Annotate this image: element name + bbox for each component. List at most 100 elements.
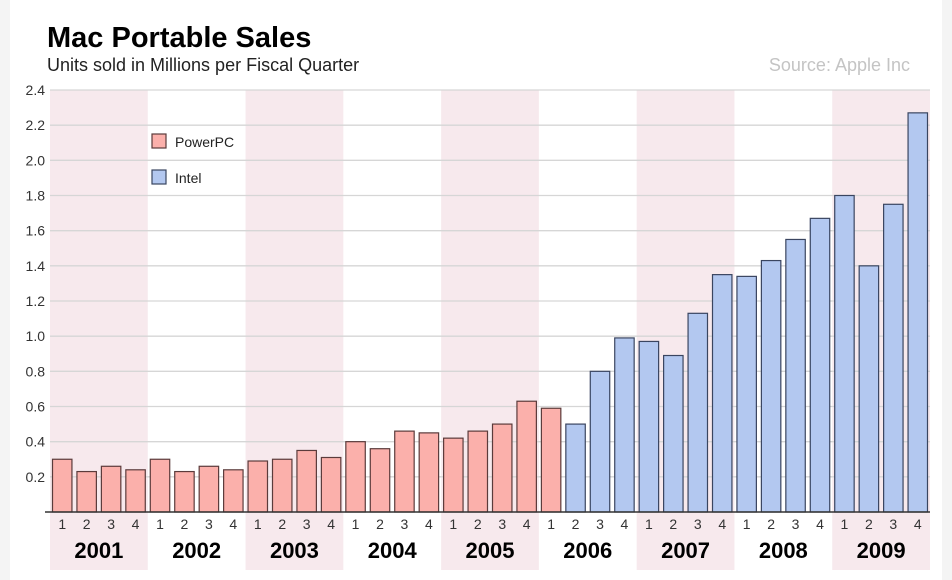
bar-2009-q2	[858, 265, 880, 513]
y-tick-label: 2.4	[26, 82, 46, 98]
year-label-2001: 2001	[74, 538, 123, 563]
bar-2005-q3	[491, 423, 513, 513]
y-axis-ticks: 0.2 0.4 0.6 0.8 1.0 1.2 1.4 1.6 1.8 2.0 2.2 2.4	[26, 82, 46, 485]
quarter-tick-label: 2	[181, 516, 189, 532]
bar-2002-q4	[223, 469, 244, 513]
legend-item-intel: Intel	[151, 169, 201, 186]
bar-2003-q1	[247, 460, 269, 513]
quarter-tick-label: 2	[474, 516, 482, 532]
quarter-tick-label: 2	[865, 516, 873, 532]
chart-title: Mac Portable Sales	[47, 22, 311, 54]
gridlines	[50, 89, 930, 478]
chart-source: Source: Apple Inc	[769, 55, 910, 75]
y-tick-label: 2.0	[26, 152, 46, 168]
quarter-tick-label: 1	[156, 516, 164, 532]
quarter-tick-label: 4	[523, 516, 531, 532]
year-label-2004: 2004	[368, 538, 418, 563]
bar-2006-q3	[589, 370, 611, 513]
quarter-tick-label: 3	[596, 516, 604, 532]
quarter-tick-label: 3	[303, 516, 311, 532]
y-tick-label: 1.6	[26, 223, 46, 239]
legend-label-powerpc: PowerPC	[175, 134, 234, 150]
bar-2007-q2	[663, 354, 684, 513]
quarter-tick-label: 3	[889, 516, 897, 532]
year-label-2009: 2009	[857, 538, 906, 563]
bar-2004-q3	[394, 430, 415, 513]
bar-2007-q1	[638, 340, 660, 513]
quarter-tick-label: 3	[205, 516, 213, 532]
quarter-tick-label: 1	[547, 516, 555, 532]
quarter-tick-label: 2	[767, 516, 775, 532]
year-label-2002: 2002	[172, 538, 221, 563]
quarter-tick-label: 1	[743, 516, 751, 532]
y-tick-label: 0.6	[26, 399, 46, 415]
quarter-tick-label: 2	[278, 516, 286, 532]
quarter-tick-label: 1	[449, 516, 457, 532]
bar-2006-q4	[614, 337, 635, 513]
bar-2004-q1	[345, 441, 366, 513]
quarter-tick-label: 3	[401, 516, 409, 532]
year-label-2006: 2006	[563, 538, 612, 563]
quarter-tick-label: 4	[718, 516, 726, 532]
quarter-tick-label: 1	[58, 516, 66, 532]
quarter-tick-label: 4	[229, 516, 237, 532]
quarter-tick-label: 2	[376, 516, 384, 532]
bar-2006-q2	[565, 423, 586, 513]
quarter-tick-label: 3	[498, 516, 506, 532]
y-tick-label: 1.4	[26, 258, 46, 274]
legend-swatch-intel	[151, 169, 167, 185]
bar-2003-q4	[320, 456, 342, 513]
y-tick-label: 1.2	[26, 293, 46, 309]
quarter-tick-label: 1	[352, 516, 360, 532]
bar-2001-q3	[100, 465, 122, 513]
quarter-tick-label: 2	[669, 516, 677, 532]
quarter-tick-label: 3	[694, 516, 702, 532]
x-axis-year-labels: 2001 2002 2003 2004 2005 2006 2007 2008 2009	[74, 538, 905, 563]
chart-subtitle: Units sold in Millions per Fiscal Quarte…	[47, 55, 359, 75]
bar-2002-q3	[198, 465, 220, 513]
bar-2002-q2	[174, 470, 195, 513]
bar-2005-q2	[467, 430, 489, 513]
year-label-2007: 2007	[661, 538, 710, 563]
y-tick-label: 0.4	[26, 434, 46, 450]
y-tick-label: 2.2	[26, 117, 46, 133]
quarter-tick-label: 1	[254, 516, 262, 532]
bar-2005-q1	[443, 437, 464, 513]
bar-2004-q4	[418, 432, 440, 513]
bar-2007-q4	[711, 274, 733, 513]
bar-2006-q1	[540, 407, 562, 513]
bar-2009-q4	[907, 112, 929, 513]
bar-2008-q4	[809, 217, 831, 513]
bar-2004-q2	[369, 448, 391, 513]
y-tick-label: 1.0	[26, 328, 46, 344]
bar-2009-q3	[883, 203, 904, 513]
year-label-2008: 2008	[759, 538, 808, 563]
quarter-tick-label: 4	[914, 516, 922, 532]
y-tick-label: 1.8	[26, 188, 46, 204]
bar-2008-q2	[760, 259, 782, 513]
quarter-tick-label: 4	[425, 516, 433, 532]
legend-swatch-powerpc	[151, 133, 167, 149]
quarter-tick-label: 4	[327, 516, 335, 532]
bar-2003-q2	[271, 458, 293, 513]
y-tick-label: 0.2	[26, 469, 46, 485]
y-tick-label: 0.8	[26, 363, 46, 379]
bar-2009-q1	[834, 194, 855, 513]
quarter-tick-label: 1	[645, 516, 653, 532]
bar-2003-q3	[296, 449, 317, 513]
quarter-tick-label: 2	[572, 516, 580, 532]
quarter-tick-label: 3	[792, 516, 800, 532]
legend-item-powerpc: PowerPC	[151, 133, 234, 150]
bar-2001-q2	[76, 470, 97, 513]
year-label-2003: 2003	[270, 538, 319, 563]
bar-2001-q4	[125, 469, 146, 513]
bar-2001-q1	[51, 458, 73, 513]
bar-2005-q4	[516, 400, 537, 513]
quarter-tick-label: 4	[816, 516, 824, 532]
quarter-tick-label: 3	[107, 516, 115, 532]
legend-label-intel: Intel	[175, 170, 201, 186]
quarter-tick-label: 4	[132, 516, 140, 532]
bar-2007-q3	[687, 312, 709, 513]
